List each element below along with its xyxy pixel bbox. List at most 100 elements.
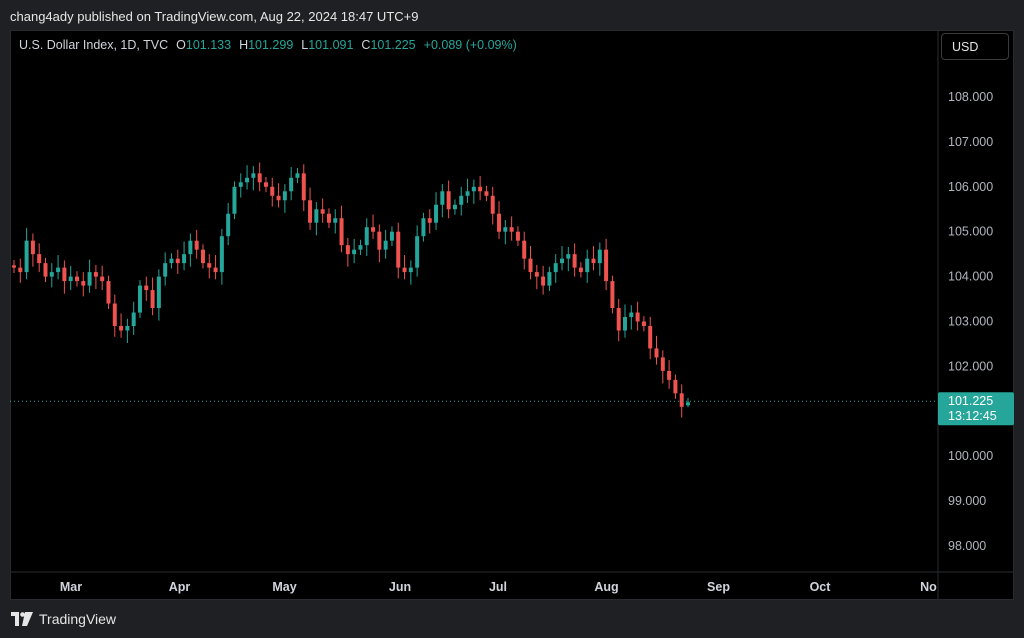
candle-body xyxy=(459,195,464,205)
candle-body xyxy=(497,213,502,232)
candle-body xyxy=(200,249,205,264)
candle-body xyxy=(585,258,590,273)
candle-body xyxy=(62,267,67,282)
candle-body xyxy=(572,254,577,268)
candle-body xyxy=(257,173,262,183)
candle-body xyxy=(578,267,583,273)
candle-body xyxy=(87,272,92,286)
currency-button[interactable]: USD xyxy=(941,33,1009,60)
low-label: L xyxy=(301,38,309,52)
candle-body xyxy=(93,272,98,277)
candle-body xyxy=(320,209,325,214)
close-label: C xyxy=(361,38,371,52)
candle-body xyxy=(74,276,79,282)
time-axis-label: Sep xyxy=(707,580,730,594)
price-axis-label: 104.000 xyxy=(948,270,993,284)
close-value: 101.225 xyxy=(370,38,416,52)
candle-body xyxy=(194,240,199,250)
candle-body xyxy=(415,236,420,268)
candle-body xyxy=(553,263,558,273)
candle-body xyxy=(478,186,483,192)
candle-body xyxy=(314,209,319,223)
candle-body xyxy=(667,370,672,380)
candle-body xyxy=(339,218,344,246)
candle-body xyxy=(534,272,539,277)
high-label: H xyxy=(239,38,249,52)
time-axis-label: Jun xyxy=(389,580,411,594)
candle-body xyxy=(100,276,105,282)
time-axis-label: Oct xyxy=(810,580,832,594)
candle-body xyxy=(560,258,565,264)
candle-body xyxy=(641,321,646,326)
candle-body xyxy=(43,263,48,277)
candle-body xyxy=(106,281,111,304)
candle-body xyxy=(377,231,382,250)
candle-body xyxy=(616,308,621,331)
candle-body xyxy=(654,348,659,358)
candle-body xyxy=(358,245,363,250)
chart-frame[interactable] xyxy=(10,30,1014,600)
candle-body xyxy=(333,218,338,223)
candle-body xyxy=(591,258,596,264)
time-axis-label: May xyxy=(272,580,296,594)
time-axis-label: Jul xyxy=(489,580,507,594)
candle-body xyxy=(308,200,313,223)
candle-body xyxy=(623,317,628,331)
price-axis-label: 106.000 xyxy=(948,180,993,194)
candle-body xyxy=(213,267,218,273)
candle-body xyxy=(18,267,23,273)
candle-body xyxy=(604,249,609,282)
candle-body xyxy=(597,249,602,264)
candle-body xyxy=(30,240,35,255)
bar-countdown-label: 13:12:45 xyxy=(948,409,997,423)
candle-body xyxy=(156,276,161,309)
price-axis-label: 100.000 xyxy=(948,449,993,463)
time-axis-label: Aug xyxy=(594,580,618,594)
candle-body xyxy=(490,195,495,214)
candle-body xyxy=(37,254,42,264)
candle-body xyxy=(427,218,432,223)
candle-body xyxy=(119,325,124,331)
time-axis-label: Apr xyxy=(169,580,191,594)
tradingview-logo[interactable]: TradingView xyxy=(11,611,116,627)
candle-body xyxy=(24,240,29,273)
price-axis-label: 108.000 xyxy=(948,90,993,104)
candle-body xyxy=(364,227,369,246)
candle-body xyxy=(245,177,250,183)
candle-body xyxy=(440,191,445,205)
time-axis-label: Mar xyxy=(60,580,82,594)
candle-body xyxy=(137,285,142,313)
change-value: +0.089 (+0.09%) xyxy=(423,38,517,52)
candle-body xyxy=(232,186,237,214)
candle-body xyxy=(648,325,653,349)
candle-body xyxy=(528,258,533,273)
bottom-bar xyxy=(0,600,1024,638)
time-axis-label: No xyxy=(920,580,937,594)
candle-body xyxy=(68,276,73,282)
candle-body xyxy=(629,312,634,318)
candle-body xyxy=(226,213,231,237)
candle-body xyxy=(56,267,61,273)
candle-body xyxy=(144,285,149,291)
top-bar: chang4ady published on TradingView.com, … xyxy=(0,0,1024,32)
candle-body xyxy=(219,236,224,273)
candle-body xyxy=(12,265,16,268)
candle-body xyxy=(295,173,300,178)
candle-body xyxy=(326,213,331,223)
low-value: 101.091 xyxy=(308,38,354,52)
candle-body xyxy=(610,281,615,309)
candle-body xyxy=(282,191,287,201)
candle-body xyxy=(301,173,306,201)
candle-body xyxy=(541,276,546,286)
candle-body xyxy=(396,231,401,268)
candle-body xyxy=(276,195,281,201)
candle-body xyxy=(81,281,86,286)
published-by-text: chang4ady published on TradingView.com, … xyxy=(10,9,419,24)
candle-body xyxy=(289,177,294,192)
candle-body xyxy=(131,312,136,326)
open-value: 101.133 xyxy=(185,38,232,52)
symbol-legend: U.S. Dollar Index, 1D, TVC O 101.133 H 1… xyxy=(19,38,517,52)
candle-body xyxy=(566,254,571,259)
last-price-label: 101.225 xyxy=(948,394,993,408)
